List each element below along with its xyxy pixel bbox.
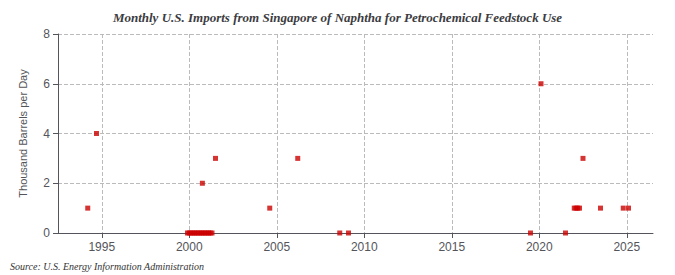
svg-text:6: 6 <box>43 77 50 91</box>
svg-text:2000: 2000 <box>176 240 203 254</box>
svg-text:2010: 2010 <box>351 240 378 254</box>
svg-text:Source: U.S. Energy Informatio: Source: U.S. Energy Information Administ… <box>10 261 204 272</box>
svg-text:1995: 1995 <box>88 240 115 254</box>
svg-text:0: 0 <box>43 226 50 240</box>
svg-text:4: 4 <box>43 127 50 141</box>
svg-text:2015: 2015 <box>438 240 465 254</box>
svg-text:2005: 2005 <box>263 240 290 254</box>
svg-text:Monthly U.S. Imports from Sing: Monthly U.S. Imports from Singapore of N… <box>112 10 562 25</box>
svg-text:2020: 2020 <box>526 240 553 254</box>
svg-text:2025: 2025 <box>613 240 640 254</box>
svg-text:8: 8 <box>43 27 50 41</box>
svg-text:2: 2 <box>43 176 50 190</box>
svg-text:Thousand Barrels per Day: Thousand Barrels per Day <box>17 69 29 198</box>
